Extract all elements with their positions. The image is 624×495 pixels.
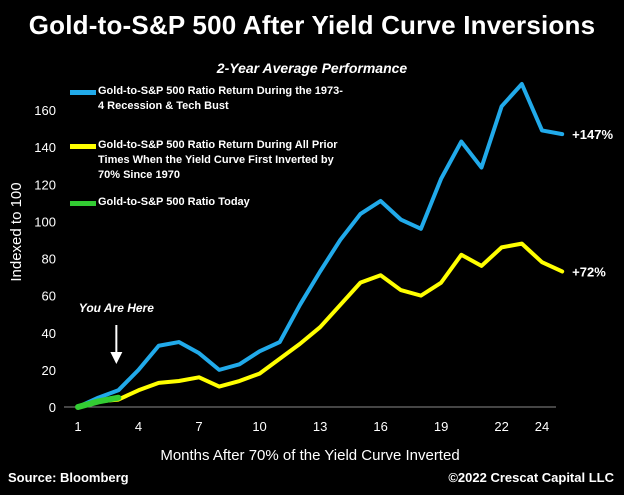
x-axis-label: Months After 70% of the Yield Curve Inve… (160, 447, 460, 464)
x-tick-label: 22 (494, 419, 508, 434)
chart-subtitle: 2-Year Average Performance (216, 60, 408, 76)
y-tick-label: 40 (42, 326, 56, 341)
legend-swatch-green (70, 201, 96, 206)
series-line-0 (76, 82, 565, 409)
x-tick-label: 7 (195, 419, 202, 434)
source-note: Source: Bloomberg (8, 470, 129, 485)
end-label-0: +147% (572, 127, 613, 142)
copyright-note: ©2022 Crescat Capital LLC (448, 470, 614, 485)
series-line-2 (75, 394, 122, 410)
x-tick-label: 4 (135, 419, 142, 434)
x-tick-label: 16 (373, 419, 387, 434)
annotation-you-are-here: You Are Here (79, 301, 154, 315)
y-tick-label: 120 (34, 177, 56, 192)
y-tick-label: 80 (42, 252, 56, 267)
legend-label-yellow: Gold-to-S&P 500 Ratio Return During All … (98, 139, 338, 181)
legend-label-blue: Gold-to-S&P 500 Ratio Return During the … (98, 85, 343, 112)
y-tick-label: 100 (34, 214, 56, 229)
chart-title: Gold-to-S&P 500 After Yield Curve Invers… (28, 10, 596, 40)
legend-swatch-yellow (70, 144, 96, 149)
x-tick-label: 13 (313, 419, 327, 434)
x-tick-label: 19 (434, 419, 448, 434)
end-label-1: +72% (572, 264, 606, 279)
legend-label-green: Gold-to-S&P 500 Ratio Today (98, 196, 250, 208)
legend-swatch-blue (70, 90, 96, 95)
series-line-1 (76, 241, 565, 409)
y-tick-label: 60 (42, 289, 56, 304)
y-axis-label: Indexed to 100 (8, 182, 25, 282)
x-tick-label: 24 (535, 419, 549, 434)
y-tick-label: 0 (49, 400, 56, 415)
y-tick-label: 160 (34, 103, 56, 118)
x-tick-label: 10 (252, 419, 266, 434)
y-tick-label: 20 (42, 363, 56, 378)
x-tick-label: 1 (74, 419, 81, 434)
annotation-arrow-head (110, 352, 123, 364)
y-tick-label: 140 (34, 140, 56, 155)
